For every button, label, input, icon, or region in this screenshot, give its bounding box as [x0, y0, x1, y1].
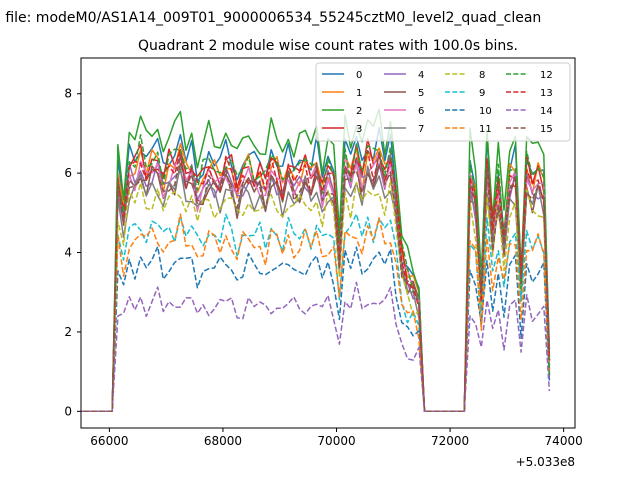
legend-label-11: 11	[479, 124, 492, 135]
x-tick-label: 68000	[204, 434, 242, 448]
x-tick-label: 66000	[90, 434, 128, 448]
x-offset-label: +5.033e8	[516, 455, 575, 469]
legend-label-3: 3	[356, 124, 362, 135]
y-axis: 0 2 4 6 8	[64, 87, 81, 418]
legend-label-5: 5	[418, 88, 424, 99]
series-layer	[81, 108, 551, 413]
legend-label-12: 12	[540, 70, 553, 81]
plot-frame	[80, 57, 576, 429]
figure-suptitle: n file: modeM0/AS1A14_009T01_9000006534_…	[0, 10, 541, 26]
series-line-14	[81, 281, 551, 413]
legend-label-9: 9	[479, 88, 485, 99]
y-tick-label: 6	[64, 166, 72, 180]
x-axis: 66000 68000 70000 72000 74000	[90, 428, 583, 448]
series-line-10	[81, 245, 551, 413]
series-line-9	[81, 213, 551, 413]
series-line-15	[81, 151, 551, 413]
y-tick-label: 4	[64, 246, 72, 260]
y-tick-label: 8	[64, 87, 72, 101]
legend-label-14: 14	[540, 106, 553, 117]
legend-label-13: 13	[540, 88, 553, 99]
legend-label-2: 2	[356, 106, 362, 117]
legend-label-1: 1	[356, 88, 362, 99]
legend-label-8: 8	[479, 70, 485, 81]
legend-label-10: 10	[479, 106, 492, 117]
legend-label-15: 15	[540, 124, 553, 135]
chart-title: Quadrant 2 module wise count rates with …	[138, 38, 518, 54]
x-tick-label: 70000	[317, 434, 355, 448]
legend-box	[315, 62, 571, 142]
y-tick-label: 0	[64, 404, 72, 418]
y-tick-label: 2	[64, 325, 72, 339]
x-tick-label: 74000	[545, 434, 583, 448]
x-tick-label: 72000	[431, 434, 469, 448]
legend-label-4: 4	[418, 70, 424, 81]
legend-label-7: 7	[418, 124, 424, 135]
legend-label-0: 0	[356, 70, 362, 81]
legend-label-6: 6	[418, 106, 424, 117]
